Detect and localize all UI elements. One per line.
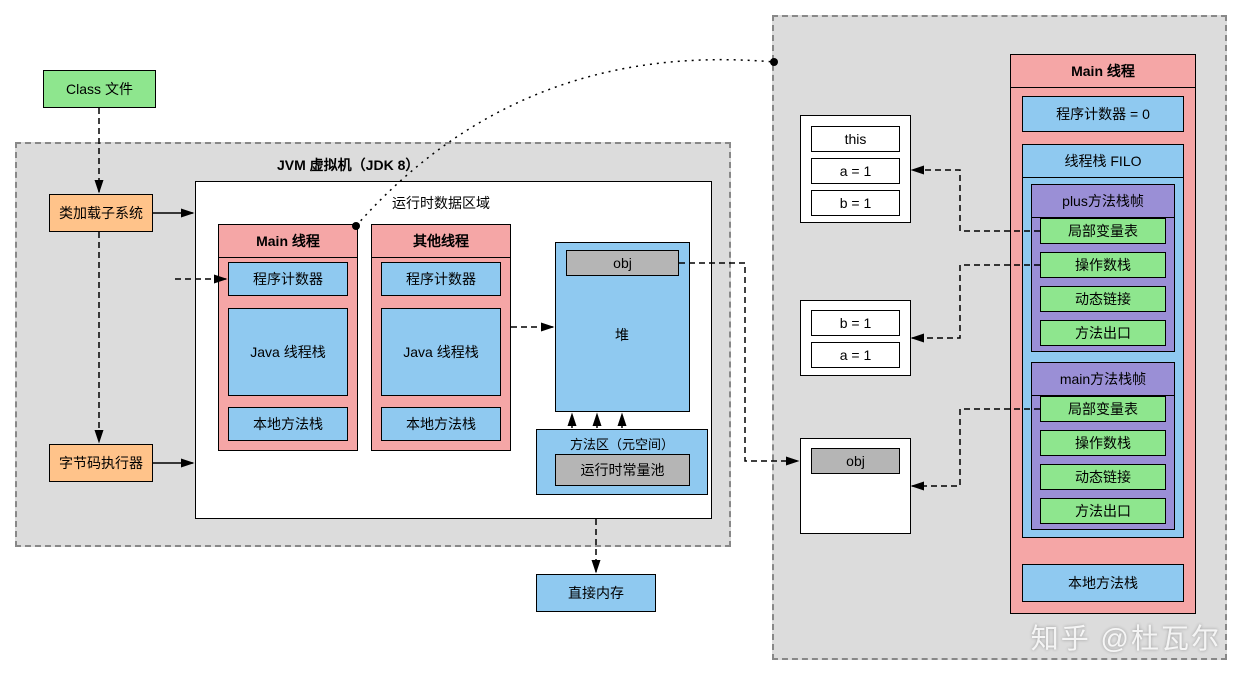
nativestack-right-label: 本地方法栈 bbox=[1068, 573, 1138, 593]
plus-dynlink: 动态链接 bbox=[1040, 286, 1166, 312]
popup-2-b-label: b = 1 bbox=[840, 315, 872, 331]
plus-opstack: 操作数栈 bbox=[1040, 252, 1166, 278]
heap-label: 堆 bbox=[615, 325, 629, 345]
main-opstack-label: 操作数栈 bbox=[1075, 433, 1131, 453]
executor-label: 字节码执行器 bbox=[59, 453, 143, 473]
heap-obj-label: obj bbox=[613, 255, 632, 271]
plus-localvar-label: 局部变量表 bbox=[1068, 221, 1138, 241]
popup-1-this: this bbox=[811, 126, 900, 152]
executor-box: 字节码执行器 bbox=[49, 444, 153, 482]
popup-2-b: b = 1 bbox=[811, 310, 900, 336]
stack-filo-title: 线程栈 FILO bbox=[1023, 145, 1183, 178]
nativestack-left-label: 本地方法栈 bbox=[253, 414, 323, 434]
main-dynlink-label: 动态链接 bbox=[1075, 467, 1131, 487]
other-thread-title: 其他线程 bbox=[372, 225, 510, 258]
loader-label: 类加载子系统 bbox=[59, 203, 143, 223]
main-localvar: 局部变量表 bbox=[1040, 396, 1166, 422]
jvm-title: JVM 虚拟机（JDK 8） bbox=[277, 155, 419, 175]
pc-left-label: 程序计数器 bbox=[253, 269, 323, 289]
javastack-left-label: Java 线程栈 bbox=[250, 342, 325, 362]
main-localvar-label: 局部变量表 bbox=[1068, 399, 1138, 419]
popup-1-b-label: b = 1 bbox=[840, 195, 872, 211]
nativestack-other: 本地方法栈 bbox=[381, 407, 501, 441]
nativestack-right: 本地方法栈 bbox=[1022, 564, 1184, 602]
pc-zero: 程序计数器 = 0 bbox=[1022, 96, 1184, 132]
popup-3-obj: obj bbox=[811, 448, 900, 474]
main-methodexit-label: 方法出口 bbox=[1075, 501, 1131, 521]
popup-1-this-label: this bbox=[845, 131, 867, 147]
runtime-title: 运行时数据区域 bbox=[392, 193, 490, 213]
main-opstack: 操作数栈 bbox=[1040, 430, 1166, 456]
main-dynlink: 动态链接 bbox=[1040, 464, 1166, 490]
popup-2-a: a = 1 bbox=[811, 342, 900, 368]
nativestack-other-label: 本地方法栈 bbox=[406, 414, 476, 434]
javastack-left: Java 线程栈 bbox=[228, 308, 348, 396]
direct-mem: 直接内存 bbox=[536, 574, 656, 612]
method-area-label: 方法区（元空间） bbox=[570, 434, 674, 453]
const-pool: 运行时常量池 bbox=[555, 454, 690, 486]
pc-other: 程序计数器 bbox=[381, 262, 501, 296]
popup-1-a: a = 1 bbox=[811, 158, 900, 184]
main-thread-right-title: Main 线程 bbox=[1011, 55, 1195, 88]
nativestack-left: 本地方法栈 bbox=[228, 407, 348, 441]
main-frame-title: main方法栈帧 bbox=[1032, 363, 1174, 396]
plus-localvar: 局部变量表 bbox=[1040, 218, 1166, 244]
direct-mem-label: 直接内存 bbox=[568, 583, 624, 603]
class-file-box: Class 文件 bbox=[43, 70, 156, 108]
class-file-label: Class 文件 bbox=[66, 79, 133, 99]
popup-3-obj-label: obj bbox=[846, 453, 865, 469]
popup-2-a-label: a = 1 bbox=[840, 347, 872, 363]
main-methodexit: 方法出口 bbox=[1040, 498, 1166, 524]
javastack-other: Java 线程栈 bbox=[381, 308, 501, 396]
popup-1-b: b = 1 bbox=[811, 190, 900, 216]
loader-box: 类加载子系统 bbox=[49, 194, 153, 232]
javastack-other-label: Java 线程栈 bbox=[403, 342, 478, 362]
plus-frame-title: plus方法栈帧 bbox=[1032, 185, 1174, 218]
plus-opstack-label: 操作数栈 bbox=[1075, 255, 1131, 275]
pc-zero-label: 程序计数器 = 0 bbox=[1056, 104, 1150, 124]
const-pool-label: 运行时常量池 bbox=[581, 460, 665, 480]
plus-methodexit-label: 方法出口 bbox=[1075, 323, 1131, 343]
heap-obj: obj bbox=[566, 250, 679, 276]
watermark: 知乎 @杜瓦尔 bbox=[1031, 617, 1221, 657]
plus-methodexit: 方法出口 bbox=[1040, 320, 1166, 346]
popup-1-a-label: a = 1 bbox=[840, 163, 872, 179]
main-thread-left-title: Main 线程 bbox=[219, 225, 357, 258]
plus-dynlink-label: 动态链接 bbox=[1075, 289, 1131, 309]
pc-left: 程序计数器 bbox=[228, 262, 348, 296]
pc-other-label: 程序计数器 bbox=[406, 269, 476, 289]
